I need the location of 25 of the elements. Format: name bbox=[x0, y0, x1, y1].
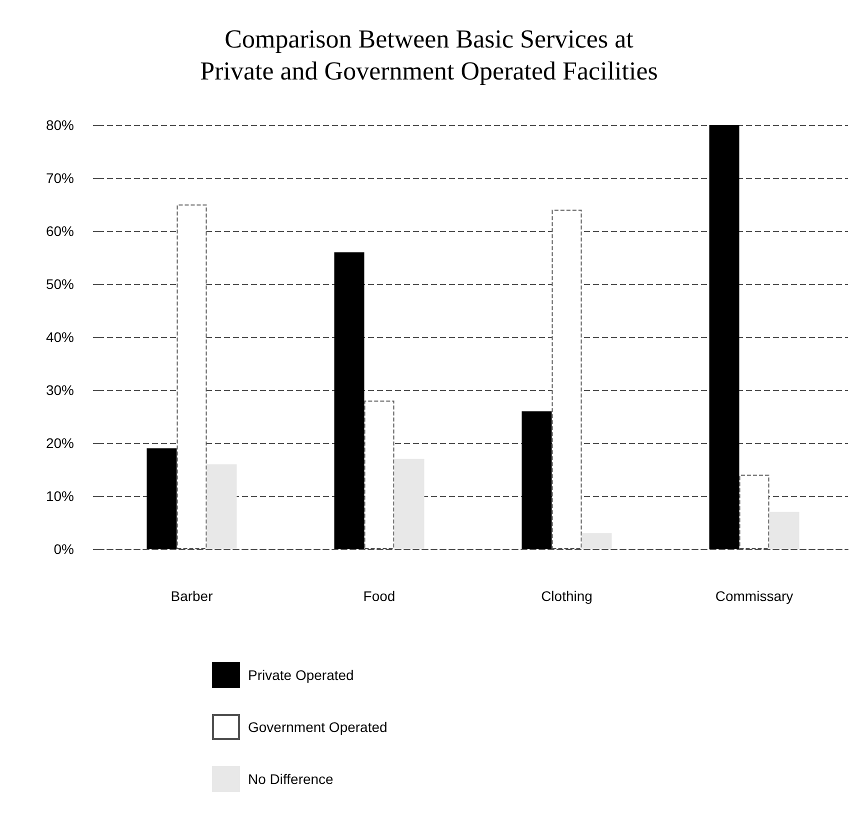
bar bbox=[394, 458, 424, 549]
bar bbox=[769, 512, 800, 549]
bar bbox=[709, 125, 740, 549]
bar bbox=[146, 448, 177, 549]
legend-label: No Difference bbox=[248, 771, 334, 787]
y-tick-label: 20% bbox=[46, 435, 74, 451]
chart-title: Comparison Between Basic Services at Private and Government Operated Facilities bbox=[200, 24, 658, 86]
bar bbox=[582, 533, 612, 549]
y-tick-label: 70% bbox=[46, 170, 74, 186]
y-tick-label: 0% bbox=[54, 541, 74, 557]
y-tick-label: 10% bbox=[46, 488, 74, 504]
legend-label: Government Operated bbox=[248, 719, 388, 735]
x-tick-label: Commissary bbox=[715, 588, 794, 604]
x-tick-label: Food bbox=[363, 588, 396, 604]
y-tick-label: 80% bbox=[46, 117, 74, 133]
bar bbox=[206, 464, 237, 549]
y-tick-label: 40% bbox=[46, 329, 74, 345]
legend-label: Private Operated bbox=[248, 667, 354, 683]
bar bbox=[334, 252, 364, 549]
y-tick-label: 50% bbox=[46, 276, 74, 292]
bar bbox=[522, 411, 552, 549]
y-tick-label: 30% bbox=[46, 382, 74, 398]
x-tick-label: Barber bbox=[170, 588, 214, 604]
y-tick-label: 60% bbox=[46, 223, 74, 239]
x-tick-label: Clothing bbox=[541, 588, 592, 604]
